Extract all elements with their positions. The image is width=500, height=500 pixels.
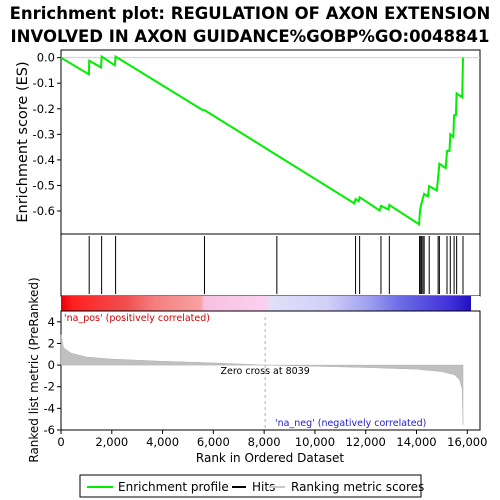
x-tick-label: 8,000: [248, 435, 281, 449]
x-tick-label: 0: [57, 435, 64, 449]
chart-title-line1: Enrichment plot: REGULATION OF AXON EXTE…: [10, 4, 491, 23]
legend: Enrichment profile Hits Ranking metric s…: [79, 474, 424, 498]
es-y-tick-label: -0.5: [33, 178, 55, 192]
enrichment-profile-line: [60, 54, 464, 227]
es-y-tick-label: -0.3: [33, 127, 55, 141]
x-tick-label: 2,000: [95, 435, 128, 449]
rank-gradient-bar: [61, 296, 471, 311]
zero-cross-label: Zero cross at 8039: [221, 366, 310, 377]
metric-y-axis: 4 2 0 -2 -4 -6: [44, 315, 61, 437]
es-y-axis: 0.0 -0.1 -0.2 -0.3 -0.4 -0.5 -0.6: [33, 51, 61, 218]
pos-correlated-label: 'na_pos' (positively correlated): [64, 313, 210, 324]
x-tick-label: 10,000: [295, 435, 335, 449]
metric-y-tick-label: -2: [44, 380, 55, 394]
es-panel-frame: [60, 49, 481, 235]
es-panel: 0.0 -0.1 -0.2 -0.3 -0.4 -0.5 -0.6 Enrichment s…: [15, 49, 481, 235]
colorbar-empty-tail: [471, 296, 480, 311]
legend-label-hits: Hits: [252, 480, 275, 494]
x-tick-label: 12,000: [346, 435, 386, 449]
es-y-axis-label: Enrichment score (ES): [15, 61, 31, 222]
hits-panel: [60, 233, 481, 297]
metric-y-tick-label: 4: [48, 315, 55, 329]
metric-panel-frame: [60, 310, 481, 431]
rank-color-bar: [61, 296, 480, 311]
x-tick-label: 4,000: [146, 435, 179, 449]
metric-y-tick-label: -4: [44, 401, 55, 415]
es-y-tick-label: -0.2: [33, 102, 55, 116]
x-tick-label: 14,000: [396, 435, 436, 449]
neg-correlated-label: 'na_neg' (negatively correlated): [275, 418, 426, 429]
es-y-tick-label: -0.6: [33, 204, 55, 218]
x-axis-label: Rank in Ordered Dataset: [196, 451, 344, 465]
legend-label-ranking: Ranking metric scores: [291, 480, 424, 494]
x-axis: 0 2,000 4,000 6,000 8,000 10,000 12,000 14,000 1…: [57, 430, 487, 449]
x-tick-label: 6,000: [197, 435, 230, 449]
legend-frame: [79, 474, 422, 498]
metric-y-axis-label: Ranked list metric (PreRanked): [27, 277, 41, 462]
x-tick-label: 16,000: [447, 435, 487, 449]
legend-label-enrichment: Enrichment profile: [118, 480, 229, 494]
metric-y-tick-label: -6: [44, 423, 55, 437]
metric-y-tick-label: 2: [48, 336, 55, 350]
hits-panel-frame: [60, 233, 481, 297]
es-y-tick-label: -0.4: [33, 153, 55, 167]
metric-panel: 4 2 0 -2 -4 -6 'na_pos' (positively correlate…: [27, 277, 481, 463]
es-y-tick-label: -0.1: [33, 76, 55, 90]
chart-title-line2: INVOLVED IN AXON GUIDANCE%GOBP%GO:004884…: [11, 27, 490, 46]
metric-y-tick-label: 0: [48, 358, 55, 372]
es-y-tick-label: 0.0: [37, 51, 55, 65]
ranking-metric-area: [60, 334, 464, 425]
